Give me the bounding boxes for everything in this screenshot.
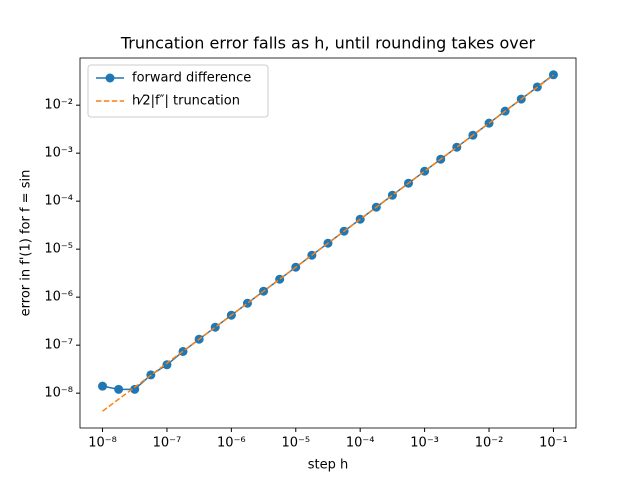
legend-marker — [105, 73, 115, 83]
chart-title: Truncation error falls as h, until round… — [120, 34, 536, 53]
y-tick-label: 10⁻⁷ — [44, 338, 73, 353]
y-tick-label: 10⁻³ — [44, 146, 73, 161]
data-point — [162, 360, 172, 370]
legend-box — [87, 64, 269, 118]
x-tick-label: 10⁻⁶ — [217, 436, 246, 451]
x-tick-label: 10⁻³ — [410, 436, 439, 451]
y-tick-label: 10⁻⁵ — [44, 242, 73, 257]
x-tick-label: 10⁻¹ — [539, 436, 568, 451]
series-line — [102, 74, 554, 412]
legend-label: h⁄2|f″| truncation — [132, 94, 240, 109]
y-tick-label: 10⁻⁸ — [44, 386, 73, 401]
x-axis-label: step h — [308, 458, 349, 473]
data-point — [98, 381, 108, 391]
data-point — [548, 70, 558, 80]
x-tick-label: 10⁻⁴ — [346, 436, 375, 451]
x-tick-label: 10⁻² — [475, 436, 504, 451]
y-axis-label: error in f'(1) for f = sin — [19, 170, 34, 317]
legend-label: forward difference — [132, 71, 251, 86]
axes-frame — [79, 57, 577, 429]
data-point — [114, 384, 124, 394]
x-tick-label: 10⁻⁵ — [281, 436, 310, 451]
y-tick-label: 10⁻⁴ — [44, 194, 73, 209]
x-tick-label: 10⁻⁷ — [153, 436, 182, 451]
x-tick-label: 10⁻⁸ — [88, 436, 117, 451]
y-tick-label: 10⁻⁶ — [44, 290, 73, 305]
y-tick-label: 10⁻² — [44, 98, 73, 113]
data-point — [130, 384, 140, 394]
